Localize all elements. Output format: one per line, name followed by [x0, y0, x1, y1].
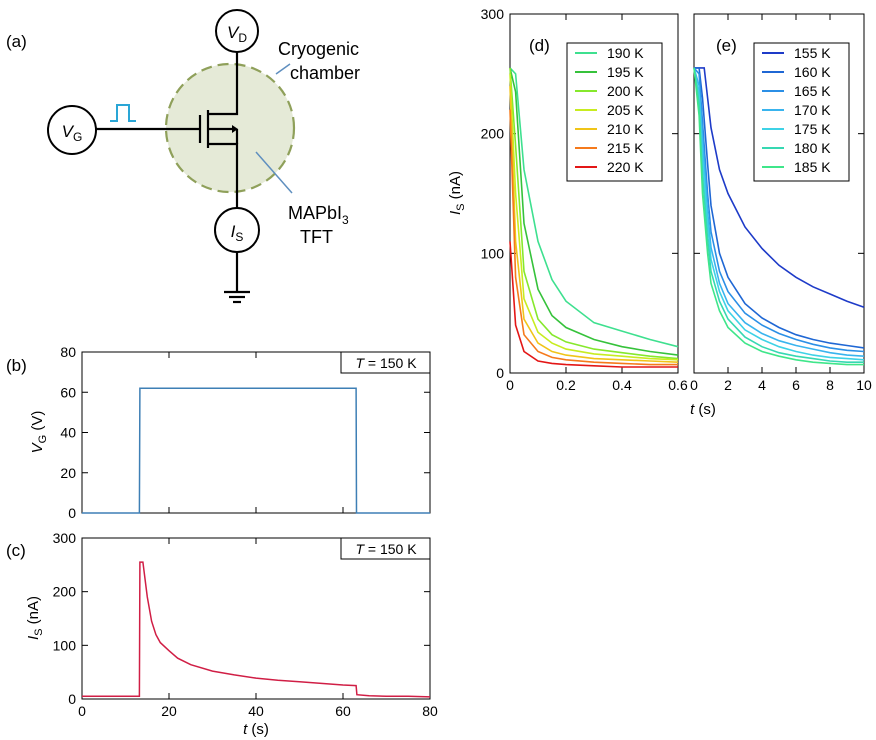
- x-tick-label: 6: [792, 377, 800, 393]
- transistor-icon: [198, 110, 239, 148]
- x-tick-label: 0: [690, 377, 698, 393]
- x-tick-label: 60: [335, 703, 351, 719]
- svg-text:VG: VG: [62, 122, 83, 144]
- y-tick-label: 20: [60, 465, 76, 481]
- legend-label: 200 K: [607, 83, 644, 99]
- svg-text:IS: IS: [231, 222, 244, 244]
- y-tick-label: 60: [60, 384, 76, 400]
- chart-c: (c) 0 20 40 60 80 0 100 200 300 T = 150 K IS (nA…: [6, 530, 438, 738]
- y-tick-label: 300: [481, 6, 505, 22]
- series-line: [509, 73, 679, 361]
- y-tick-label: 0: [496, 365, 504, 381]
- chart-d: 0 0.2 0.4 0.6 0 100 200 300 (d) 190 K 195 K 200 K…: [447, 6, 688, 393]
- chart-c-frame: [81, 537, 431, 700]
- svg-text:VD: VD: [227, 23, 247, 45]
- y-tick-label: 200: [481, 126, 505, 142]
- legend-label: 190 K: [607, 45, 644, 61]
- chamber-label-line2: chamber: [290, 63, 360, 83]
- chart-e-legend: [753, 42, 850, 182]
- y-tick-label: 80: [60, 344, 76, 360]
- series-line: [693, 67, 865, 353]
- x-tick-label: 0.2: [556, 377, 576, 393]
- x-tick-label: 0: [78, 703, 86, 719]
- x-tick-label: 0.6: [668, 377, 688, 393]
- y-tick-label: 200: [53, 584, 77, 600]
- panel-label-d: (d): [529, 36, 550, 55]
- x-tick-label: 2: [724, 377, 732, 393]
- vg-node: VG: [47, 105, 97, 155]
- legend-label: 185 K: [794, 159, 831, 175]
- series-line: [509, 85, 679, 363]
- x-tick-label: 8: [826, 377, 834, 393]
- legend-label: 220 K: [607, 159, 644, 175]
- series-line: [82, 387, 430, 514]
- legend-label: 205 K: [607, 102, 644, 118]
- chart-e: 0 2 4 6 8 10 (e) 155 K 160 K 165 K 170 K 175 K 180…: [690, 13, 872, 393]
- y-tick-label: 100: [53, 637, 77, 653]
- x-tick-label: 4: [758, 377, 766, 393]
- legend-label: 195 K: [607, 64, 644, 80]
- chart-b-annotation: T = 150 K: [355, 355, 417, 371]
- vd-node: VD: [215, 9, 259, 53]
- y-tick-label: 40: [60, 425, 76, 441]
- series-line: [509, 67, 679, 348]
- legend-label: 180 K: [794, 140, 831, 156]
- series-line: [509, 109, 678, 366]
- x-tick-label: 0.4: [612, 377, 632, 393]
- chart-c-ylabel: IS (nA): [25, 596, 45, 640]
- ground-icon: [224, 290, 250, 304]
- legend-label: 170 K: [794, 102, 831, 118]
- chart-d-legend: [566, 42, 663, 182]
- series-line: [693, 67, 865, 357]
- legend-label: 165 K: [794, 83, 831, 99]
- annotation-box: [340, 537, 431, 560]
- legend-label: 160 K: [794, 64, 831, 80]
- y-tick-label: 300: [53, 530, 77, 546]
- circuit-diagram: (a) VD: [6, 9, 360, 304]
- chamber-leader: [275, 63, 291, 75]
- panel-label-c: (c): [6, 541, 26, 560]
- series-line: [693, 67, 864, 363]
- y-tick-label: 100: [481, 245, 505, 261]
- series-line: [693, 67, 864, 366]
- chart-b-ylabel: VG (V): [29, 411, 49, 454]
- tft-label-line2: TFT: [300, 227, 333, 247]
- chart-e-frame: [693, 13, 865, 374]
- y-tick-label: 0: [68, 691, 76, 707]
- chart-c-annotation: T = 150 K: [355, 541, 417, 557]
- series-line: [509, 67, 679, 356]
- y-tick-label: 0: [68, 505, 76, 521]
- x-tick-label: 20: [161, 703, 177, 719]
- tft-label-line1: MAPbI3: [288, 203, 349, 227]
- x-tick-label: 80: [422, 703, 438, 719]
- legend-label: 215 K: [607, 140, 644, 156]
- series-line: [694, 67, 865, 308]
- series-line: [693, 67, 865, 361]
- series-line: [509, 67, 679, 360]
- series-line: [509, 241, 678, 368]
- series-line: [82, 561, 431, 698]
- chart-c-xlabel: t (s): [243, 721, 269, 738]
- chart-d-frame: [509, 13, 679, 374]
- chart-de-xlabel: t (s): [690, 401, 716, 418]
- x-tick-label: 10: [856, 377, 872, 393]
- panel-label-b: (b): [6, 356, 27, 375]
- chamber-label-line1: Cryogenic: [278, 39, 359, 59]
- is-node: IS: [214, 207, 260, 253]
- series-line: [694, 67, 865, 349]
- x-tick-label: 40: [248, 703, 264, 719]
- legend-label: 175 K: [794, 121, 831, 137]
- panel-label-a: (a): [6, 32, 27, 51]
- chart-b-frame: [81, 351, 431, 514]
- legend-label: 155 K: [794, 45, 831, 61]
- tft-leader: [255, 151, 293, 194]
- panel-label-e: (e): [716, 36, 737, 55]
- annotation-box: [340, 351, 431, 374]
- legend-label: 210 K: [607, 121, 644, 137]
- chart-d-ylabel: IS (nA): [447, 171, 467, 215]
- chart-b: (b) 0 20 40 60 80 T = 150 K VG (V): [6, 344, 431, 521]
- x-tick-label: 0: [506, 377, 514, 393]
- pulse-icon: [110, 104, 136, 122]
